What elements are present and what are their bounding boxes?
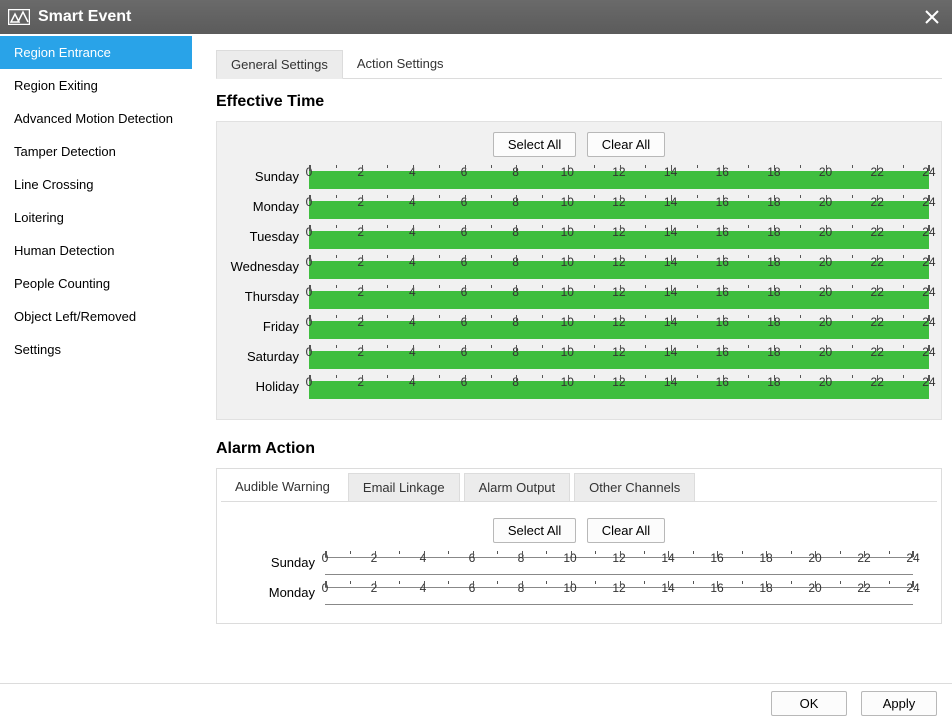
alarm-tab-audible-warning[interactable]: Audible Warning bbox=[221, 473, 344, 501]
alarm-tabs: Audible WarningEmail LinkageAlarm Output… bbox=[221, 473, 937, 502]
tab-general-settings[interactable]: General Settings bbox=[216, 50, 343, 79]
top-tabs: General SettingsAction Settings bbox=[216, 50, 942, 79]
schedule-track[interactable]: 024681012141618202224 bbox=[325, 551, 913, 575]
schedule-track[interactable]: 024681012141618202224 bbox=[309, 315, 929, 339]
schedule-day-label: Monday bbox=[229, 199, 309, 219]
schedule-row-wednesday: Wednesday024681012141618202224 bbox=[229, 255, 929, 279]
alarm-tab-email-linkage[interactable]: Email Linkage bbox=[348, 473, 460, 502]
select-all-button[interactable]: Select All bbox=[493, 132, 576, 157]
schedule-track[interactable]: 024681012141618202224 bbox=[309, 285, 929, 309]
schedule-row-thursday: Thursday024681012141618202224 bbox=[229, 285, 929, 309]
schedule-row-friday: Friday024681012141618202224 bbox=[229, 315, 929, 339]
titlebar: Smart Event bbox=[0, 0, 952, 34]
sidebar-item-settings[interactable]: Settings bbox=[0, 333, 192, 366]
schedule-row-saturday: Saturday024681012141618202224 bbox=[229, 345, 929, 369]
schedule-track[interactable]: 024681012141618202224 bbox=[309, 345, 929, 369]
schedule-track[interactable]: 024681012141618202224 bbox=[309, 225, 929, 249]
main: Region EntranceRegion ExitingAdvanced Mo… bbox=[0, 34, 952, 683]
schedule-day-label: Sunday bbox=[229, 169, 309, 189]
alarm-clear-all-button[interactable]: Clear All bbox=[587, 518, 665, 543]
schedule-track[interactable]: 024681012141618202224 bbox=[309, 255, 929, 279]
schedule-day-label: Sunday bbox=[245, 555, 325, 575]
schedule-row-monday: Monday024681012141618202224 bbox=[229, 195, 929, 219]
footer: OK Apply bbox=[0, 683, 952, 723]
sidebar-item-people-counting[interactable]: People Counting bbox=[0, 267, 192, 300]
sidebar-item-loitering[interactable]: Loitering bbox=[0, 201, 192, 234]
sidebar-item-tamper-detection[interactable]: Tamper Detection bbox=[0, 135, 192, 168]
sidebar-item-advanced-motion-detection[interactable]: Advanced Motion Detection bbox=[0, 102, 192, 135]
schedule-track[interactable]: 024681012141618202224 bbox=[325, 581, 913, 605]
alarm-tab-other-channels[interactable]: Other Channels bbox=[574, 473, 695, 502]
ok-button[interactable]: OK bbox=[771, 691, 847, 716]
alarm-tab-alarm-output[interactable]: Alarm Output bbox=[464, 473, 571, 502]
schedule-row-sunday: Sunday024681012141618202224 bbox=[229, 165, 929, 189]
sidebar-item-line-crossing[interactable]: Line Crossing bbox=[0, 168, 192, 201]
schedule-row-sunday: Sunday024681012141618202224 bbox=[245, 551, 913, 575]
alarm-select-all-button[interactable]: Select All bbox=[493, 518, 576, 543]
sidebar-item-region-exiting[interactable]: Region Exiting bbox=[0, 69, 192, 102]
alarm-action-title: Alarm Action bbox=[216, 440, 942, 458]
schedule-row-holiday: Holiday024681012141618202224 bbox=[229, 375, 929, 399]
effective-time-title: Effective Time bbox=[216, 93, 942, 111]
sidebar: Region EntranceRegion ExitingAdvanced Mo… bbox=[0, 34, 192, 683]
schedule-row-tuesday: Tuesday024681012141618202224 bbox=[229, 225, 929, 249]
schedule-day-label: Friday bbox=[229, 319, 309, 339]
schedule-row-monday: Monday024681012141618202224 bbox=[245, 581, 913, 605]
schedule-day-label: Monday bbox=[245, 585, 325, 605]
window-title: Smart Event bbox=[38, 8, 131, 26]
schedule-day-label: Saturday bbox=[229, 349, 309, 369]
schedule-track[interactable]: 024681012141618202224 bbox=[309, 375, 929, 399]
schedule-day-label: Wednesday bbox=[229, 259, 309, 279]
app-icon bbox=[8, 8, 30, 26]
content-area: General SettingsAction Settings Effectiv… bbox=[198, 34, 952, 683]
schedule-day-label: Thursday bbox=[229, 289, 309, 309]
tab-action-settings[interactable]: Action Settings bbox=[343, 50, 458, 78]
schedule-track[interactable]: 024681012141618202224 bbox=[309, 165, 929, 189]
schedule-day-label: Tuesday bbox=[229, 229, 309, 249]
alarm-action-panel: Audible WarningEmail LinkageAlarm Output… bbox=[216, 468, 942, 624]
clear-all-button[interactable]: Clear All bbox=[587, 132, 665, 157]
sidebar-item-human-detection[interactable]: Human Detection bbox=[0, 234, 192, 267]
schedule-day-label: Holiday bbox=[229, 379, 309, 399]
sidebar-item-object-left-removed[interactable]: Object Left/Removed bbox=[0, 300, 192, 333]
apply-button[interactable]: Apply bbox=[861, 691, 937, 716]
effective-time-panel: Select All Clear All Sunday0246810121416… bbox=[216, 121, 942, 420]
sidebar-item-region-entrance[interactable]: Region Entrance bbox=[0, 36, 192, 69]
close-button[interactable] bbox=[912, 0, 952, 34]
schedule-track[interactable]: 024681012141618202224 bbox=[309, 195, 929, 219]
